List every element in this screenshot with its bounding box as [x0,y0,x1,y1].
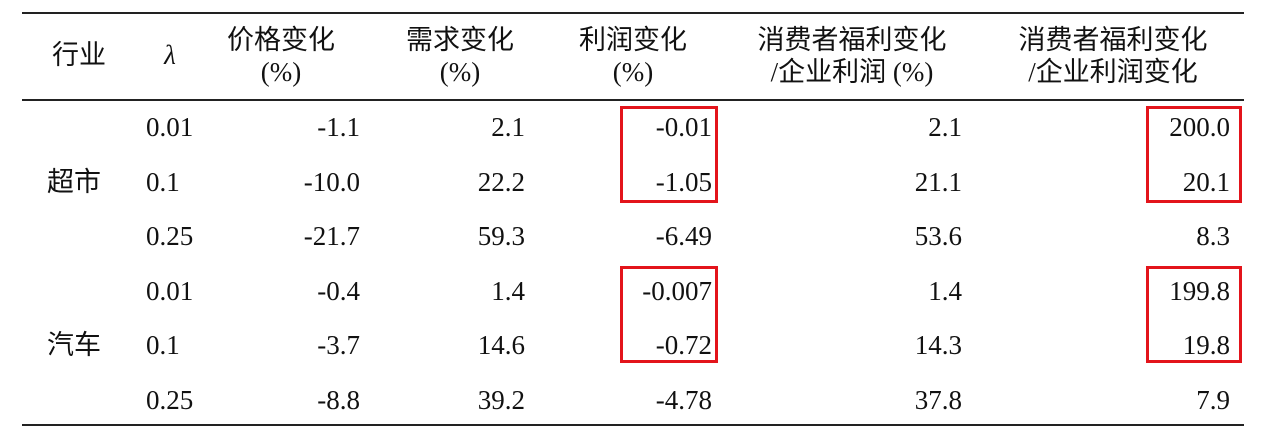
table-cell: 0.01 [146,275,194,306]
header-cell: (%) [260,57,302,87]
table-cell: 2.1 [491,112,525,142]
header-cell: 价格变化 [227,25,335,55]
industry-label: 汽车 [47,330,101,360]
table-cell: 59.3 [477,221,525,251]
table-cell: 22.2 [477,166,525,197]
table-cell: 19.8 [1182,330,1230,360]
highlight-box [620,266,718,363]
header-cell: /企业利润变化 [1028,57,1198,87]
table-cell: -0.4 [317,275,360,306]
highlight-box [1146,106,1242,203]
table-cell: 21.1 [914,166,962,197]
table-cell: 14.3 [914,330,962,360]
table-cell: -1.1 [317,112,360,142]
table-cell: 20.1 [1182,166,1230,197]
table-cell: 53.6 [914,221,962,251]
table-cell: 1.4 [928,275,962,306]
industry-label: 超市 [47,166,101,197]
table-cell: -0.007 [642,275,712,306]
highlight-box [1146,266,1242,363]
table-cell: -6.49 [655,221,712,251]
highlight-box [620,106,718,203]
header-cell: (%) [439,57,481,87]
table-cell: -3.7 [317,330,360,360]
table-cell: -0.72 [655,330,712,360]
header-cell: λ [164,40,176,70]
table-cell: 39.2 [477,384,525,415]
header-cell: (%) [612,57,654,87]
table-cell: 2.1 [928,112,962,142]
table-cell: 0.25 [146,384,194,415]
header-cell: 需求变化 [406,25,514,55]
table-cell: 0.01 [146,112,194,142]
table-cell: 1.4 [491,275,525,306]
table-cell: -0.01 [655,112,712,142]
table-cell: 199.8 [1169,275,1230,306]
table-cell: -1.05 [655,166,712,197]
table-cell: 37.8 [914,384,962,415]
header-cell: 消费者福利变化 [757,25,947,55]
header-rule [22,99,1244,101]
header-cell: 行业 [52,40,106,70]
table-cell: -10.0 [303,166,360,197]
header-cell: 利润变化 [579,25,687,55]
table-cell: 0.1 [146,330,180,360]
bottom-rule [22,424,1244,426]
table-cell: 0.25 [146,221,194,251]
table-cell: 7.9 [1196,384,1230,415]
table-cell: 8.3 [1196,221,1230,251]
table-cell: 14.6 [477,330,525,360]
table-cell: -21.7 [303,221,360,251]
header-cell: /企业利润 (%) [770,57,934,87]
table-cell: 200.0 [1169,112,1230,142]
table-cell: -8.8 [317,384,360,415]
table-cell: 0.1 [146,166,180,197]
header-cell: 消费者福利变化 [1018,25,1208,55]
table-cell: -4.78 [655,384,712,415]
top-rule [22,12,1244,14]
